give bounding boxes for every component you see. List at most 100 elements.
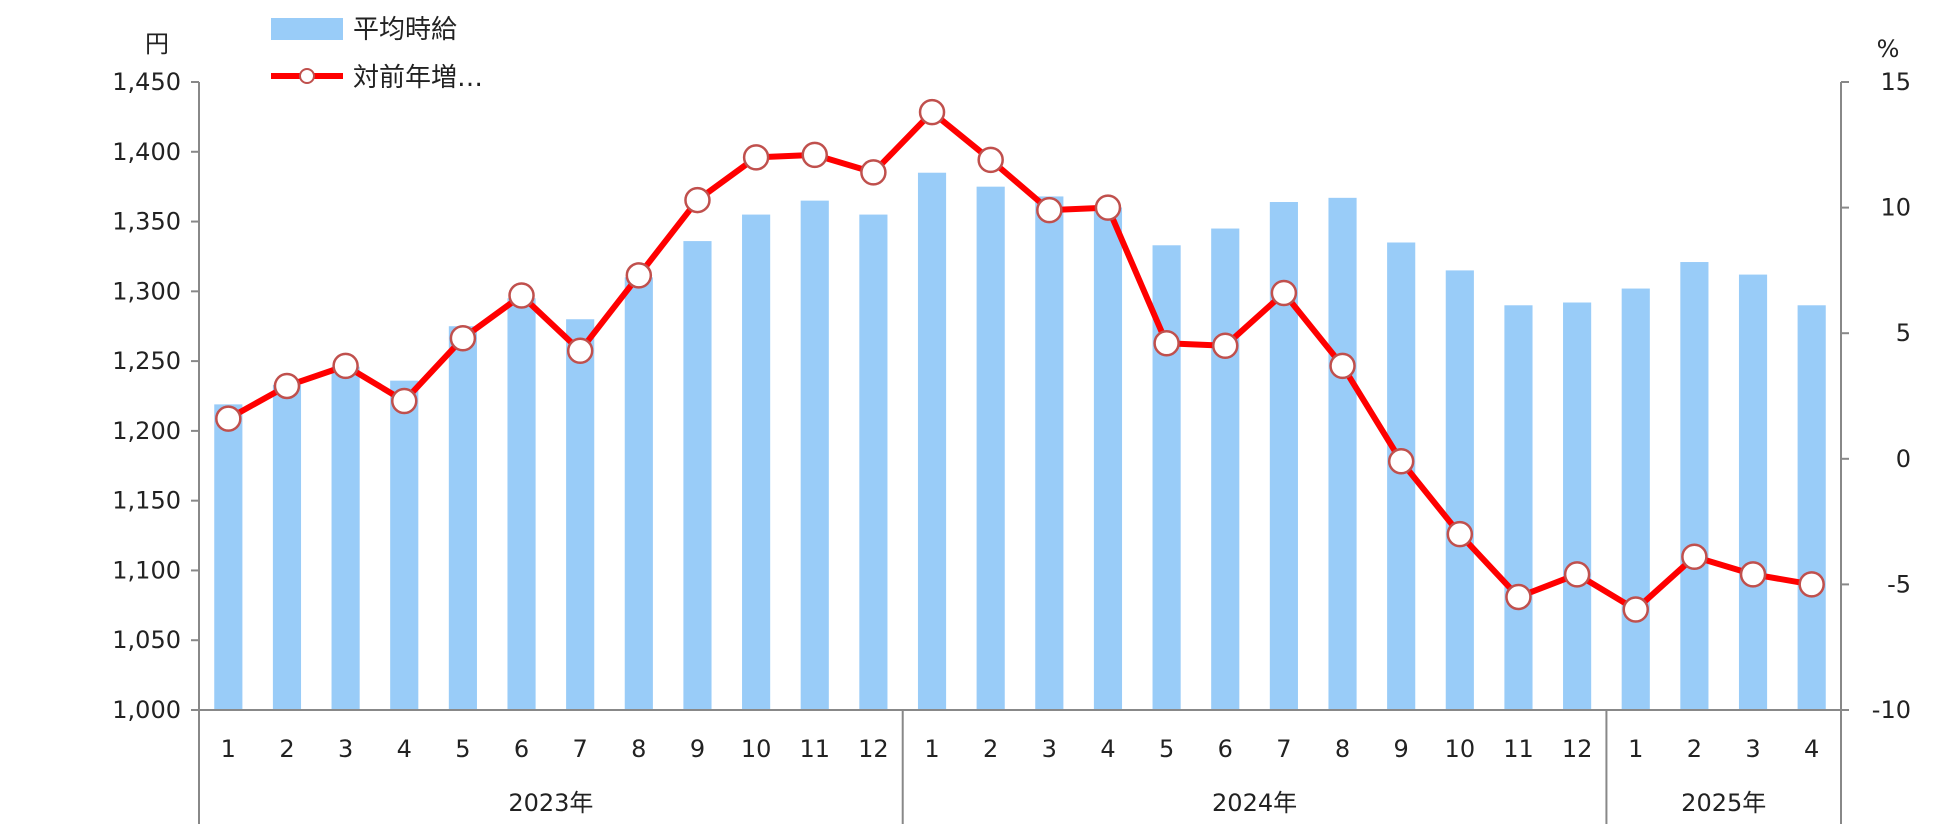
yoy-point [1212, 332, 1239, 360]
x-tick-label: 4 [397, 735, 412, 763]
bar [1093, 207, 1123, 710]
bar [1504, 305, 1533, 710]
x-tick-label: 10 [1445, 735, 1476, 763]
yoy-point [1505, 583, 1532, 611]
x-tick-label: 8 [1335, 735, 1350, 763]
x-tick-label: 2 [1687, 735, 1702, 763]
bar [624, 277, 653, 710]
x-tick-label: 9 [1394, 735, 1409, 763]
legend-bar-swatch [271, 18, 343, 40]
x-tick-label: 5 [455, 735, 470, 763]
x-tick-label: 1 [221, 735, 236, 763]
left-axis-tick-label: 1,050 [112, 626, 181, 654]
left-axis-tick-label: 1,400 [112, 138, 181, 166]
year-group-label: 2024年 [1212, 789, 1297, 817]
yoy-point [1036, 196, 1063, 224]
x-tick-label: 6 [1218, 735, 1233, 763]
legend-line-label: 対前年増… [353, 63, 483, 93]
bar [448, 326, 477, 710]
year-group-label: 2025年 [1681, 789, 1766, 817]
x-tick-label: 11 [1503, 735, 1534, 763]
bar [566, 319, 595, 710]
yoy-point [1153, 329, 1180, 357]
yoy-point [332, 352, 359, 380]
yoy-point [1094, 194, 1122, 221]
bar [976, 186, 1005, 710]
bar [1680, 262, 1709, 710]
yoy-point [1270, 279, 1298, 307]
x-tick-label: 4 [1100, 735, 1115, 763]
x-tick-label: 7 [1276, 735, 1291, 763]
yoy-point [801, 141, 828, 169]
yoy-point [625, 262, 653, 289]
x-tick-label: 1 [1628, 735, 1643, 763]
right-axis-tick-label: -5 [1887, 570, 1911, 598]
bar [1738, 274, 1768, 710]
bar [214, 404, 243, 710]
x-tick-label: 11 [799, 735, 830, 763]
left-axis-tick-label: 1,150 [112, 487, 181, 515]
bar [390, 380, 419, 710]
bars-layer [214, 172, 1826, 711]
x-tick-label: 4 [1804, 735, 1819, 763]
yoy-point [1563, 561, 1591, 588]
yoy-point [860, 159, 887, 186]
yoy-point [977, 146, 1004, 174]
left-axis-tick-label: 1,200 [112, 417, 181, 445]
x-tick-label: 2 [983, 735, 998, 763]
yoy-point [1387, 448, 1415, 475]
bar [1563, 302, 1592, 710]
bar [331, 366, 360, 710]
x-tick-label: 1 [924, 735, 939, 763]
right-axis-tick-label: 15 [1880, 68, 1911, 96]
bar [1035, 196, 1064, 711]
right-axis-unit: % [1877, 35, 1900, 63]
x-tick-label: 3 [338, 735, 353, 763]
x-tick-label: 3 [1042, 735, 1057, 763]
bar [272, 384, 302, 710]
x-tick-label: 9 [690, 735, 705, 763]
bar [1445, 270, 1474, 710]
legend-line-marker [299, 68, 315, 84]
yoy-point [1681, 543, 1708, 571]
x-tick-label: 2 [279, 735, 294, 763]
yoy-point [508, 282, 535, 309]
yoy-point [1739, 561, 1767, 588]
left-axis-tick-label: 1,350 [112, 208, 181, 236]
bar [1328, 197, 1357, 710]
yoy-point [215, 405, 242, 432]
yoy-point [684, 186, 711, 214]
left-axis-tick-label: 1,300 [112, 277, 181, 305]
yoy-point [449, 324, 477, 352]
bar [917, 172, 947, 710]
yoy-point [1798, 571, 1825, 598]
x-tick-label: 12 [858, 735, 889, 763]
line-layer [215, 98, 1825, 623]
yoy-point [1446, 520, 1474, 548]
x-tick-label: 10 [741, 735, 772, 763]
left-axis-unit: 円 [145, 30, 169, 58]
yoy-line [226, 109, 1813, 613]
axes-layer: 円 % 1,000 1,050 1,100 1,150 1,200 1,250 1,300 1… [112, 30, 1911, 824]
x-tick-label: 3 [1745, 735, 1760, 763]
yoy-point [742, 144, 770, 171]
year-group-label: 2023年 [508, 789, 593, 817]
bar [742, 214, 771, 711]
bar [859, 214, 888, 711]
left-axis-tick-label: 1,250 [112, 347, 181, 375]
right-axis-tick-label: -10 [1872, 696, 1911, 724]
bar [1797, 305, 1826, 710]
legend-bar-label: 平均時給 [353, 15, 457, 45]
yoy-point [918, 98, 946, 126]
left-axis-tick-label: 1,450 [112, 68, 181, 96]
bar [507, 298, 536, 710]
left-axis-tick-label: 1,000 [112, 696, 181, 724]
right-axis-tick-label: 10 [1880, 194, 1911, 222]
right-axis-tick-label: 0 [1896, 445, 1911, 473]
yoy-point [1622, 596, 1649, 623]
bar [683, 241, 712, 711]
legend: 平均時給 対前年増… [271, 15, 483, 93]
yoy-point [1329, 352, 1356, 380]
